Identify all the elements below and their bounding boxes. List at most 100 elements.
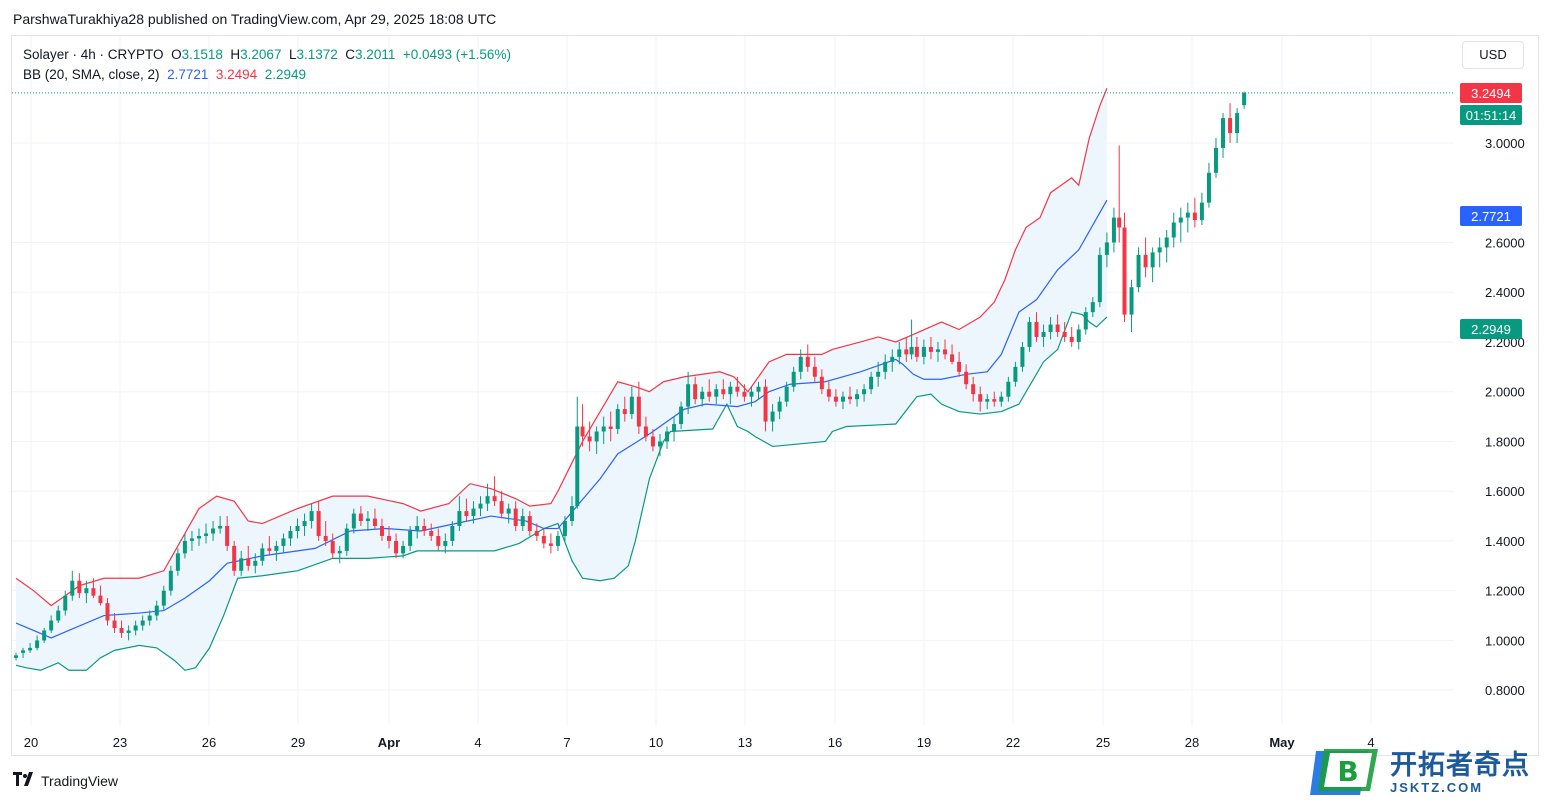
candle [295, 518, 300, 539]
candle [196, 528, 201, 546]
candle [133, 620, 138, 636]
candle-body [105, 603, 110, 621]
candle [978, 386, 983, 412]
y-tick-label: 2.0000 [1485, 385, 1525, 400]
price-tag-label: 2.2949 [1471, 322, 1511, 337]
candle-body [1111, 217, 1116, 243]
open-value: 3.1518 [181, 47, 223, 62]
candle [499, 491, 504, 519]
price-tag-label: 3.2494 [1471, 86, 1511, 101]
candle [608, 411, 613, 442]
candle-body [182, 540, 187, 554]
candle-body [721, 389, 726, 395]
candle [246, 545, 251, 571]
candle [42, 627, 47, 643]
candle [728, 381, 733, 405]
tradingview-logo[interactable]: TradingView [13, 772, 118, 790]
close-label: C [345, 47, 356, 62]
candle-body [63, 595, 68, 611]
candle [450, 521, 455, 546]
candle [1055, 314, 1060, 337]
candle [154, 600, 159, 621]
candle [288, 526, 293, 546]
candle-body [1055, 324, 1060, 332]
candle [1129, 279, 1134, 332]
candle [1136, 247, 1141, 293]
candle-body [84, 588, 89, 594]
publisher-line: ParshwaTurakhiya28 published on TradingV… [13, 11, 497, 27]
candle [693, 376, 698, 405]
price-tag-box [1460, 206, 1522, 226]
candle-body [1097, 254, 1102, 303]
candle-body [819, 376, 824, 390]
candle-body [309, 511, 314, 522]
high-value: 3.2067 [240, 47, 282, 62]
close-value: 3.2011 [355, 47, 396, 62]
candle-body [580, 426, 585, 437]
candle [1062, 322, 1067, 342]
candle [869, 371, 874, 395]
candle-body [478, 503, 483, 509]
candle-body [1083, 312, 1088, 330]
candle-body [777, 401, 782, 412]
candle [372, 508, 377, 529]
candle [1117, 145, 1122, 243]
candle [394, 533, 399, 559]
candle-body [471, 508, 476, 517]
x-tick-label: 4 [474, 735, 481, 750]
candle-body [365, 518, 370, 522]
candle-body [904, 349, 909, 355]
candle-body [126, 630, 131, 633]
currency-button[interactable]: USD [1462, 41, 1524, 69]
candle-body [672, 424, 677, 432]
candle-body [798, 356, 803, 372]
candle-body [1221, 118, 1226, 148]
candle [909, 319, 914, 360]
x-tick-label: 16 [828, 735, 842, 750]
candle [84, 580, 89, 604]
bb-indicator-label[interactable]: BB (20, SMA, close, 2) [23, 67, 160, 82]
candle [267, 535, 272, 556]
candle [175, 548, 180, 576]
candle-body [513, 508, 518, 527]
candle [105, 598, 110, 626]
candle-body [295, 526, 300, 531]
y-tick-label: 2.6000 [1485, 235, 1525, 250]
candle-body [1178, 217, 1183, 223]
candle-body [897, 349, 902, 357]
candle [281, 533, 286, 554]
candles [14, 91, 1247, 661]
candle-body [1020, 346, 1025, 367]
candle-body [506, 508, 511, 514]
candle-body [119, 627, 124, 633]
candle [1048, 317, 1053, 340]
candle [883, 354, 888, 380]
candle-body [1150, 252, 1155, 268]
candle-body [805, 356, 810, 367]
candle-body [267, 548, 272, 551]
symbol-info[interactable]: Solayer · 4h · CRYPTO [23, 47, 164, 62]
candle [35, 635, 40, 651]
candle-body [189, 538, 194, 541]
tradingview-logo-icon [13, 772, 37, 790]
candle [232, 540, 237, 576]
x-tick-label: 28 [1185, 735, 1199, 750]
candle [672, 416, 677, 442]
candle [1199, 192, 1204, 226]
watermark-letter: B [1337, 755, 1358, 788]
bb-lower-line [15, 311, 1108, 671]
candle [1171, 212, 1176, 248]
candle-body [527, 516, 532, 531]
bb-mid-line [15, 199, 1108, 639]
candle [1150, 247, 1155, 283]
candle [1013, 361, 1018, 387]
candle-body [351, 513, 356, 529]
candle-body [372, 518, 377, 527]
candle-body [594, 431, 599, 442]
candle [119, 620, 124, 638]
candle-body [218, 526, 223, 529]
candle-body [21, 650, 26, 653]
candle [1097, 247, 1102, 308]
candle-body [826, 389, 831, 397]
